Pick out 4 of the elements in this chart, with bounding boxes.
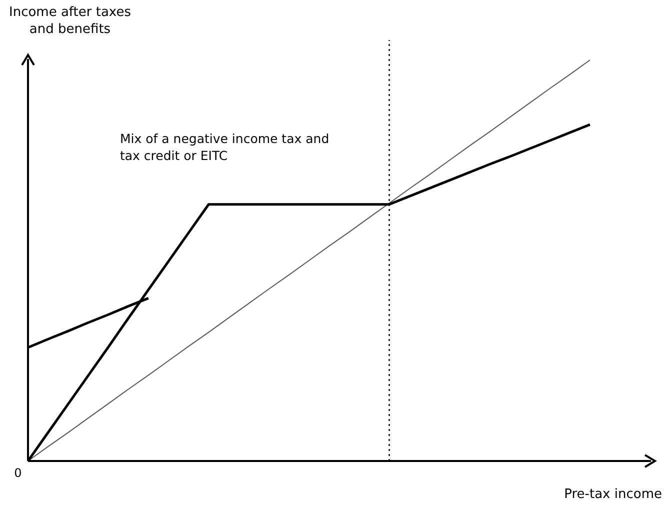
text: 0 [14,466,22,480]
annotation: Mix of a negative income tax and tax credit or EITC [120,131,330,163]
x-axis-title: Pre-tax income [564,487,662,502]
y-axis-title: Income after taxes and benefits [9,5,132,37]
